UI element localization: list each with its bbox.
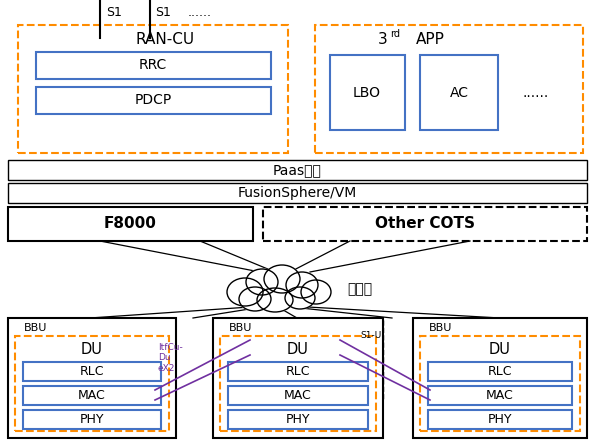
Bar bbox=[315, 25, 583, 153]
Ellipse shape bbox=[257, 288, 293, 312]
Text: PHY: PHY bbox=[80, 413, 104, 426]
Bar bbox=[428, 362, 572, 381]
Text: RRC: RRC bbox=[139, 58, 167, 72]
Ellipse shape bbox=[301, 280, 331, 304]
Bar bbox=[420, 55, 498, 130]
Bar bbox=[15, 336, 169, 431]
Ellipse shape bbox=[239, 287, 271, 311]
Bar bbox=[23, 386, 161, 405]
Bar bbox=[420, 336, 580, 431]
Bar bbox=[213, 318, 383, 438]
Bar bbox=[23, 410, 161, 429]
Text: PDCP: PDCP bbox=[134, 93, 171, 107]
Text: RLC: RLC bbox=[80, 365, 104, 378]
Text: BBU: BBU bbox=[24, 323, 48, 333]
Text: rd: rd bbox=[390, 29, 400, 39]
Text: RAN-CU: RAN-CU bbox=[136, 32, 195, 48]
Bar bbox=[18, 25, 288, 153]
Ellipse shape bbox=[285, 287, 315, 309]
Bar bbox=[8, 207, 253, 241]
Bar bbox=[23, 362, 161, 381]
Text: DU: DU bbox=[287, 341, 309, 356]
Text: LBO: LBO bbox=[353, 86, 381, 100]
Text: APP: APP bbox=[415, 32, 444, 48]
Bar bbox=[36, 87, 271, 114]
Text: F8000: F8000 bbox=[104, 217, 156, 231]
Bar bbox=[428, 410, 572, 429]
Text: ItfCu-
Du
eX2: ItfCu- Du eX2 bbox=[158, 343, 183, 373]
Ellipse shape bbox=[264, 265, 300, 293]
Bar bbox=[330, 55, 405, 130]
Text: 3: 3 bbox=[378, 32, 388, 48]
Text: PHY: PHY bbox=[286, 413, 310, 426]
Bar bbox=[413, 318, 587, 438]
Text: MAC: MAC bbox=[486, 389, 514, 402]
Bar bbox=[220, 336, 376, 431]
Text: DU: DU bbox=[489, 341, 511, 356]
Bar bbox=[8, 318, 176, 438]
Text: FusionSphere/VM: FusionSphere/VM bbox=[237, 186, 356, 200]
Bar bbox=[228, 410, 368, 429]
Ellipse shape bbox=[246, 269, 278, 295]
Text: PHY: PHY bbox=[488, 413, 512, 426]
Ellipse shape bbox=[227, 278, 263, 306]
Bar bbox=[263, 207, 587, 241]
Text: AC: AC bbox=[449, 86, 468, 100]
Text: S1: S1 bbox=[155, 7, 171, 20]
Text: RLC: RLC bbox=[488, 365, 512, 378]
Bar bbox=[8, 183, 587, 203]
Bar bbox=[228, 362, 368, 381]
Text: ......: ...... bbox=[523, 86, 549, 100]
Ellipse shape bbox=[286, 272, 318, 298]
Bar bbox=[36, 52, 271, 79]
Text: RLC: RLC bbox=[286, 365, 310, 378]
Text: S1: S1 bbox=[106, 7, 122, 20]
Text: BBU: BBU bbox=[430, 323, 453, 333]
Text: MAC: MAC bbox=[78, 389, 106, 402]
Bar bbox=[428, 386, 572, 405]
Text: Other COTS: Other COTS bbox=[375, 217, 475, 231]
Bar bbox=[228, 386, 368, 405]
Text: MAC: MAC bbox=[284, 389, 312, 402]
Text: S1-U: S1-U bbox=[360, 331, 381, 340]
Text: 承载网: 承载网 bbox=[347, 282, 372, 296]
Text: ......: ...... bbox=[188, 7, 212, 20]
Text: BBU: BBU bbox=[229, 323, 253, 333]
Text: Paas平台: Paas平台 bbox=[273, 163, 321, 177]
Text: DU: DU bbox=[81, 341, 103, 356]
Bar bbox=[8, 160, 587, 180]
